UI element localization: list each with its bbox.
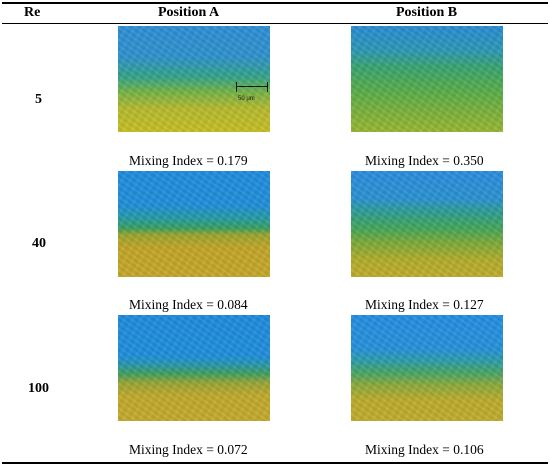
table-top-rule: [2, 2, 548, 4]
header-rule: [2, 23, 548, 24]
scale-bar: [236, 82, 268, 92]
micrograph-re100-position-a: [118, 315, 270, 421]
micrograph-re5-position-a: 50 μm: [118, 26, 270, 132]
mixing-index-re100-position-b: Mixing Index = 0.106: [365, 442, 484, 457]
mixing-index-re5-position-b: Mixing Index = 0.350: [365, 153, 484, 168]
micrograph-re100-position-b: [351, 315, 503, 421]
mixing-index-re100-position-a: Mixing Index = 0.072: [129, 442, 248, 457]
row-label-re-40: 40: [32, 236, 46, 251]
column-header-position-b: Position B: [396, 5, 458, 20]
column-header-re: Re: [24, 5, 41, 20]
mixing-index-re5-position-a: Mixing Index = 0.179: [129, 153, 248, 168]
column-header-position-a: Position A: [158, 5, 220, 20]
micrograph-re40-position-a: [118, 171, 270, 277]
row-label-re-5: 5: [35, 92, 42, 107]
micrograph-re40-position-b: [351, 171, 503, 277]
scale-bar-label: 50 μm: [238, 96, 255, 102]
mixing-index-re40-position-b: Mixing Index = 0.127: [365, 297, 484, 312]
table-bottom-rule: [2, 462, 548, 464]
mixing-index-re40-position-a: Mixing Index = 0.084: [129, 297, 248, 312]
row-label-re-100: 100: [28, 381, 49, 396]
micrograph-re5-position-b: [351, 26, 503, 132]
